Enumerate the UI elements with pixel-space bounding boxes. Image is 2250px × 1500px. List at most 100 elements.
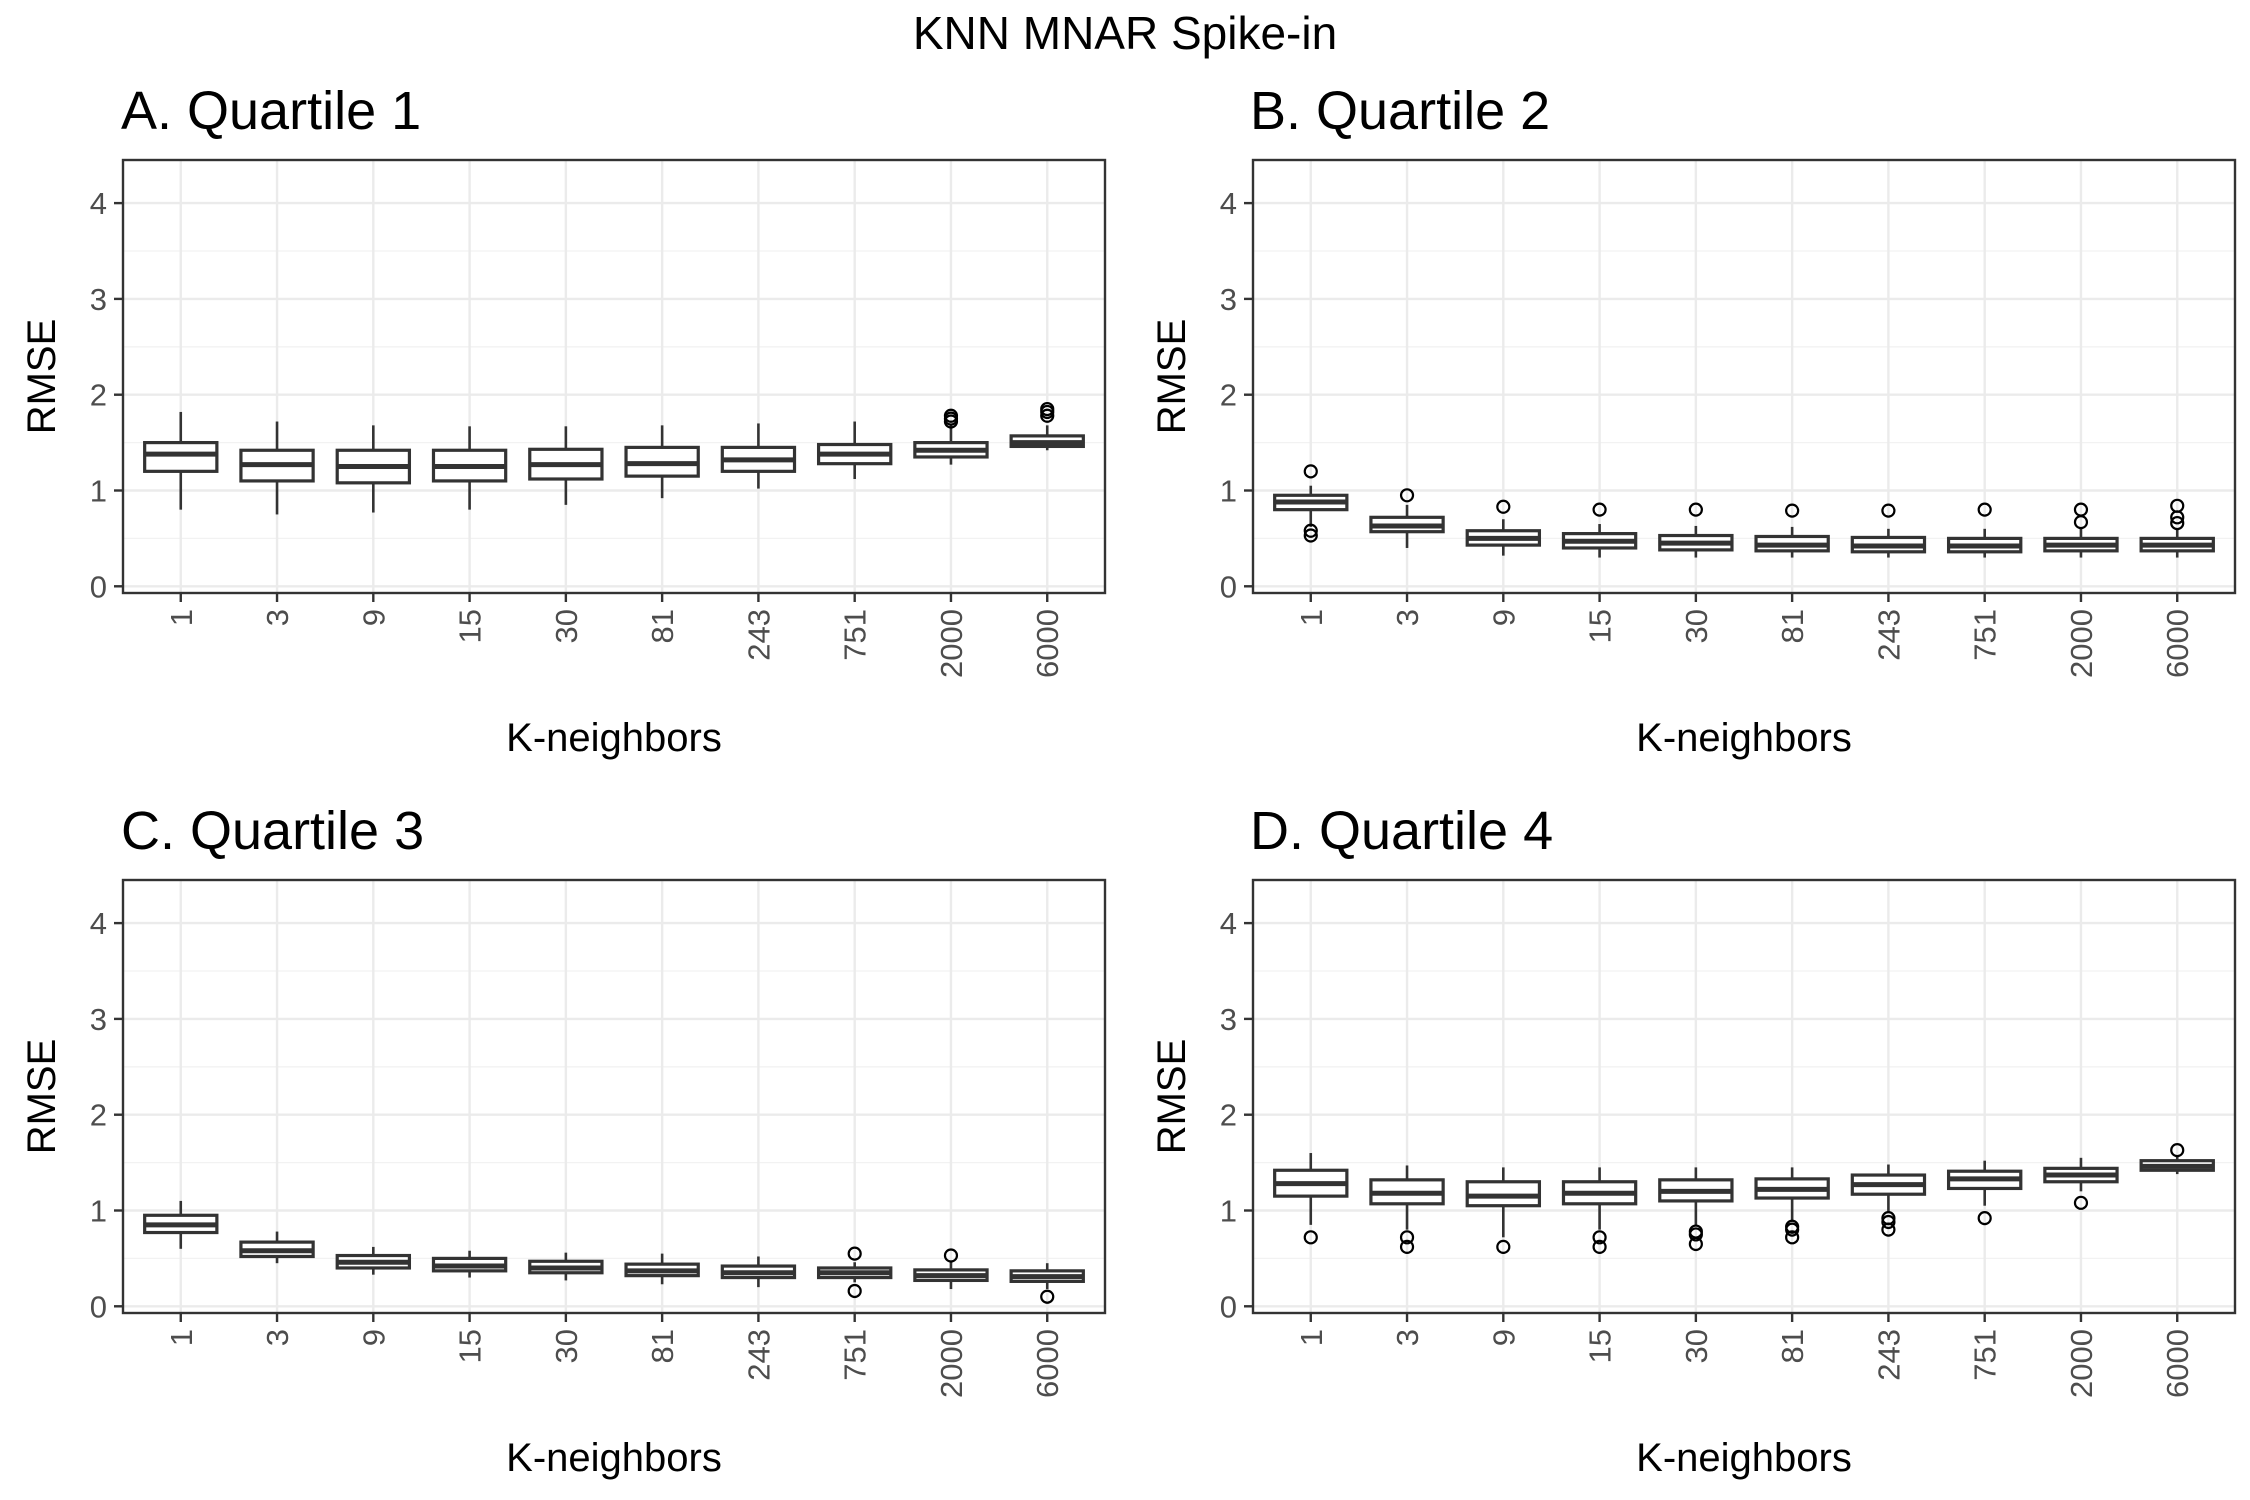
y-tick-label: 3 (1220, 1002, 1237, 1037)
x-tick-label: 2000 (934, 609, 969, 678)
x-tick-label: 2000 (2064, 1329, 2099, 1398)
outlier-point (1303, 523, 1318, 538)
outlier-point (1881, 1211, 1896, 1226)
outlier-point (1977, 1211, 1992, 1226)
y-tick-label: 4 (1220, 186, 1237, 221)
outlier-point (1785, 1230, 1800, 1245)
x-tick-label: 30 (549, 609, 584, 643)
panel-a-title: A. Quartile 1 (121, 81, 422, 141)
outlier-point (1399, 488, 1415, 503)
outlier-point (1496, 499, 1511, 514)
outlier-point (2073, 502, 2089, 517)
x-tick-label: 15 (453, 1329, 488, 1363)
outlier-point (1496, 1239, 1511, 1255)
y-tick-label: 1 (90, 473, 107, 508)
x-axis-title: K-neighbors (1636, 716, 1852, 760)
x-tick-label: 243 (741, 1329, 776, 1381)
x-axis-title: K-neighbors (506, 716, 722, 760)
y-axis-title: RMSE (20, 1039, 64, 1155)
panel-c-border (121, 878, 1107, 1315)
x-tick-label: 751 (838, 609, 873, 661)
outlier-point (1592, 1239, 1607, 1255)
y-tick-label: 3 (1220, 282, 1237, 317)
x-tick-label: 15 (453, 609, 488, 643)
x-tick-label: 3 (1390, 1329, 1425, 1346)
y-tick-label: 0 (1220, 1289, 1237, 1324)
x-tick-label: 6000 (1030, 1329, 1065, 1398)
panel-b-title: B. Quartile 2 (1250, 81, 1551, 141)
outlier-point (1040, 1289, 1055, 1304)
y-axis-title: RMSE (1150, 319, 1194, 435)
x-tick-label: 1 (164, 609, 199, 626)
figure-title: KNN MNAR Spike-in (912, 7, 1338, 59)
box-1 (143, 440, 219, 473)
x-tick-label: 30 (1679, 1329, 1714, 1363)
outlier-point (1040, 401, 1055, 417)
x-tick-label: 30 (1679, 609, 1714, 643)
outlier-point (1592, 502, 1607, 517)
outlier-point (2170, 498, 2185, 513)
outlier-point (943, 1248, 959, 1263)
outlier-point (1303, 1230, 1318, 1245)
y-tick-label: 2 (1220, 1098, 1237, 1133)
x-tick-label: 6000 (2160, 1329, 2195, 1398)
x-tick-label: 81 (1775, 1329, 1810, 1363)
x-tick-label: 243 (1871, 1329, 1906, 1381)
x-tick-label: 243 (1871, 609, 1906, 661)
panel-a-border (121, 158, 1107, 595)
x-tick-label: 81 (645, 609, 680, 643)
x-tick-label: 6000 (2160, 609, 2195, 678)
y-tick-label: 4 (90, 186, 107, 221)
outlier-point (1785, 503, 1800, 518)
x-tick-label: 3 (260, 609, 295, 626)
x-tick-label: 2000 (2064, 609, 2099, 678)
x-tick-label: 81 (1775, 609, 1810, 643)
y-tick-label: 3 (90, 1002, 107, 1037)
outlier-point (943, 408, 959, 423)
outlier-point (847, 1283, 862, 1299)
outlier-point (1881, 1214, 1896, 1230)
x-tick-label: 243 (741, 609, 776, 661)
x-tick-label: 9 (356, 1329, 391, 1346)
panel-d-border (1251, 878, 2237, 1315)
x-tick-label: 751 (838, 1329, 873, 1381)
y-tick-label: 1 (1220, 1193, 1237, 1228)
y-tick-label: 0 (1220, 569, 1237, 604)
panel-b-border (1251, 158, 2237, 595)
x-tick-label: 15 (1583, 1329, 1618, 1363)
y-tick-label: 2 (1220, 378, 1237, 413)
outlier-point (1688, 1224, 1703, 1239)
y-tick-label: 4 (90, 906, 107, 941)
x-tick-label: 1 (164, 1329, 199, 1346)
y-tick-label: 2 (90, 378, 107, 413)
x-tick-label: 3 (260, 1329, 295, 1346)
x-tick-label: 2000 (934, 1329, 969, 1398)
x-tick-label: 751 (1968, 1329, 2003, 1381)
y-tick-label: 3 (90, 282, 107, 317)
x-tick-label: 1 (1294, 1329, 1329, 1346)
panel-a-background (123, 160, 1105, 593)
y-axis-title: RMSE (20, 319, 64, 435)
y-axis-title: RMSE (1150, 1039, 1194, 1155)
y-tick-label: 0 (90, 1289, 107, 1324)
x-axis-title: K-neighbors (1636, 1436, 1852, 1480)
x-tick-label: 1 (1294, 609, 1329, 626)
x-axis-title: K-neighbors (506, 1436, 722, 1480)
x-tick-label: 9 (1486, 1329, 1521, 1346)
outlier-point (1399, 1230, 1415, 1245)
x-tick-label: 6000 (1030, 609, 1065, 678)
x-tick-label: 9 (1486, 609, 1521, 626)
x-tick-label: 751 (1968, 609, 2003, 661)
outlier-point (1303, 464, 1318, 479)
outlier-point (1688, 502, 1703, 517)
outlier-point (2073, 1195, 2089, 1210)
outlier-point (1040, 408, 1055, 423)
outlier-point (1881, 503, 1896, 518)
outlier-point (1785, 1219, 1800, 1234)
outlier-point (1303, 528, 1318, 543)
outlier-point (1399, 1239, 1415, 1255)
x-tick-label: 15 (1583, 609, 1618, 643)
x-tick-label: 81 (645, 1329, 680, 1363)
x-tick-label: 30 (549, 1329, 584, 1363)
